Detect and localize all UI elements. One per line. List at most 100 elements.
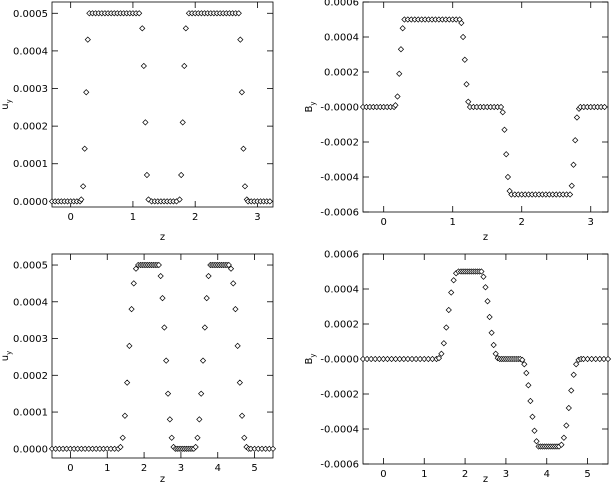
data-point xyxy=(412,355,420,363)
y-tick-label: 0.0002 xyxy=(13,371,48,382)
data-point xyxy=(130,280,137,287)
y-tick-label: 0.0002 xyxy=(13,122,48,133)
data-point xyxy=(465,98,472,105)
x-tick-label: 4 xyxy=(544,469,550,480)
data-point xyxy=(394,93,401,100)
y-axis-label-subscript: y xyxy=(309,353,317,357)
y-tick-label: -0.0002 xyxy=(320,390,359,401)
data-point xyxy=(580,355,587,363)
x-tick-label: 4 xyxy=(215,463,221,474)
data-point xyxy=(533,438,540,445)
x-tick-label: 0 xyxy=(380,469,386,480)
data-point xyxy=(503,151,510,158)
data-point xyxy=(563,422,570,429)
x-tick-label: 1 xyxy=(450,217,456,228)
data-point xyxy=(83,89,90,96)
data-point xyxy=(376,355,383,363)
data-point xyxy=(566,191,574,198)
data-point xyxy=(238,412,246,419)
data-point xyxy=(438,350,445,357)
y-axis-label-subscript: y xyxy=(309,101,317,105)
x-axis-label: z xyxy=(160,474,165,485)
data-point xyxy=(168,434,175,441)
data-point xyxy=(196,416,203,423)
data-point xyxy=(592,355,599,363)
data-point xyxy=(241,434,248,441)
data-point xyxy=(388,355,395,363)
y-tick-label: -0.0002 xyxy=(320,138,359,149)
data-point xyxy=(178,171,185,179)
data-point xyxy=(139,25,146,32)
data-point xyxy=(136,10,143,17)
data-point xyxy=(121,412,129,419)
y-tick-label: 0.0003 xyxy=(13,334,48,345)
data-point xyxy=(143,171,151,179)
data-point xyxy=(484,298,491,305)
data-point xyxy=(584,355,591,363)
data-point xyxy=(459,33,467,41)
x-tick-label: 0 xyxy=(67,212,73,223)
data-point xyxy=(266,198,273,205)
data-point xyxy=(181,62,188,70)
data-point xyxy=(368,355,375,363)
data-point xyxy=(458,19,465,27)
data-point xyxy=(399,25,406,32)
chart-panel-3: 0 1 2 3 4 5 0.0000 0.0001 0.0002 0.0003 0.0004 0.00… xyxy=(0,253,277,485)
data-point xyxy=(404,355,412,363)
data-point xyxy=(565,404,572,412)
x-tick-label: 0 xyxy=(381,217,387,228)
data-point xyxy=(128,306,135,313)
data-point xyxy=(396,355,403,363)
data-point xyxy=(363,355,371,363)
plot-frame xyxy=(51,253,274,459)
data-point xyxy=(238,89,245,96)
data-point xyxy=(199,357,207,364)
data-point xyxy=(117,443,124,451)
data-point xyxy=(440,340,447,347)
y-tick-label: -0.0006 xyxy=(320,208,359,219)
y-axis-label: uy xyxy=(0,99,13,110)
data-point xyxy=(570,161,577,168)
y-tick-label: 0.0004 xyxy=(324,33,359,44)
y-tick-label: 0.0004 xyxy=(13,297,48,308)
data-point xyxy=(450,277,457,284)
data-point xyxy=(596,355,603,363)
x-axis-label: z xyxy=(483,232,488,243)
chart-panel-2: 0 1 2 3 -0.0006 -0.0004 -0.0002 -0.0000 0.0002 0.… xyxy=(304,0,609,243)
data-point xyxy=(573,361,580,368)
data-point xyxy=(132,265,140,272)
y-tick-label: 0.0000 xyxy=(13,444,48,455)
y-tick-label: 0.0002 xyxy=(324,68,359,79)
data-point xyxy=(570,371,577,378)
data-point xyxy=(504,173,512,181)
data-point xyxy=(425,355,432,363)
x-tick-label: 5 xyxy=(584,469,590,480)
x-tick-label: 1 xyxy=(421,469,427,480)
data-point xyxy=(236,379,243,386)
data-point xyxy=(501,126,508,133)
y-axis-label: By xyxy=(304,101,317,112)
data-point xyxy=(182,25,189,32)
data-point xyxy=(601,103,608,111)
data-point xyxy=(461,56,468,63)
x-tick-label: 3 xyxy=(178,463,184,474)
x-tick-label: 0 xyxy=(67,463,73,474)
x-tick-label: 1 xyxy=(130,212,136,223)
y-tick-label: 0.0002 xyxy=(324,320,359,331)
data-point xyxy=(161,324,168,331)
data-point xyxy=(380,355,387,363)
data-point xyxy=(203,295,210,302)
data-point xyxy=(482,284,489,291)
data-point xyxy=(588,355,595,363)
data-point xyxy=(443,324,450,331)
data-point xyxy=(604,355,612,363)
data-point xyxy=(429,355,436,363)
data-point xyxy=(523,369,530,377)
data-point xyxy=(499,109,506,116)
y-tick-label: 0.0003 xyxy=(13,84,48,95)
data-point xyxy=(359,355,367,363)
x-tick-label: 2 xyxy=(192,212,198,223)
data-point xyxy=(600,355,608,363)
data-point xyxy=(417,355,424,363)
data-point xyxy=(372,355,379,363)
